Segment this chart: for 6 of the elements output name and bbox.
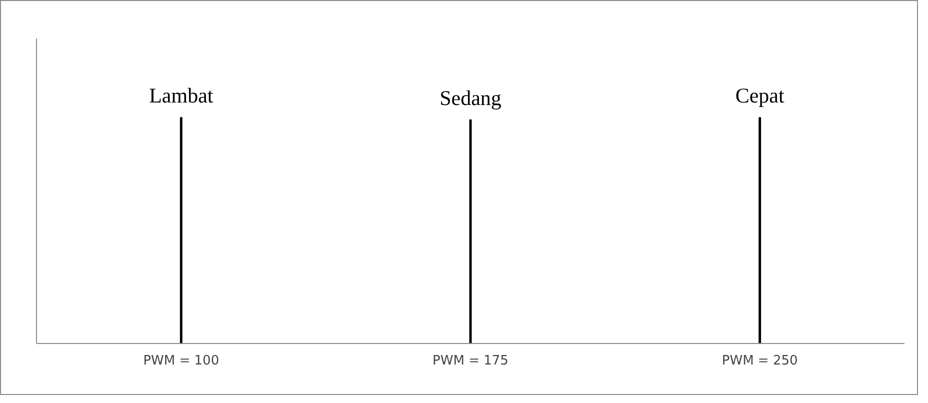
annotation: Sedang xyxy=(440,86,502,110)
x-tick-label: PWM = 100 xyxy=(143,354,220,368)
x-tick-label: PWM = 175 xyxy=(432,354,508,368)
annotation: Lambat xyxy=(149,84,214,108)
annotation: Cepat xyxy=(735,84,784,108)
x-tick-label: PWM = 250 xyxy=(722,354,798,368)
